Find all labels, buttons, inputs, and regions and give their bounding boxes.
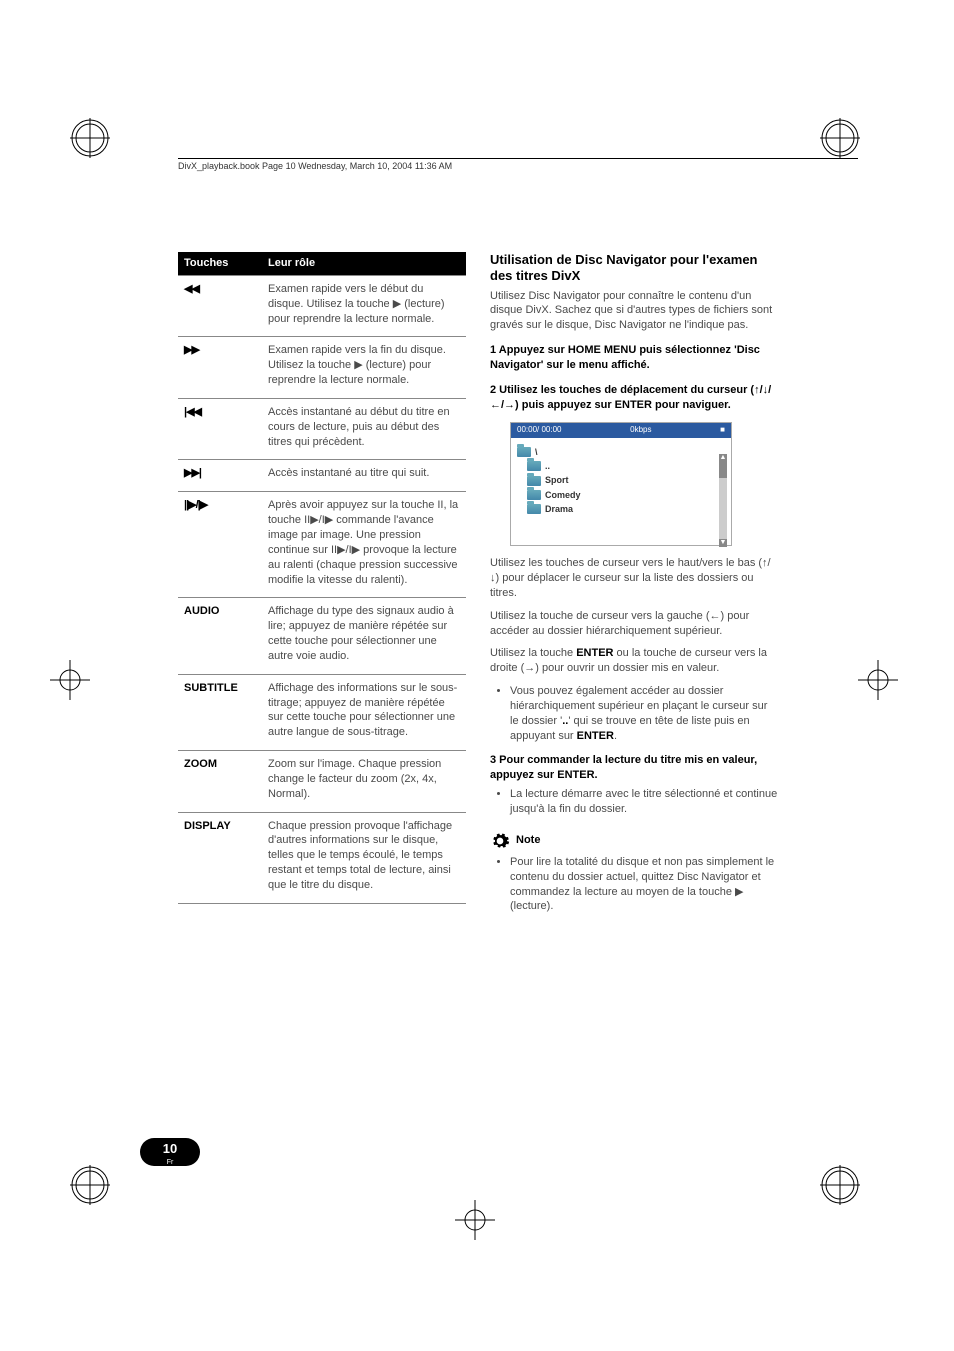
desc-step: Après avoir appuyez sur la touche II, la… (262, 492, 466, 598)
folder-icon (517, 447, 531, 457)
right-column: Utilisation de Disc Navigator pour l'exa… (490, 252, 778, 922)
step-2: 2 Utilisez les touches de déplacement du… (490, 383, 778, 413)
gear-icon (490, 831, 510, 851)
page-header: DivX_playback.book Page 10 Wednesday, Ma… (178, 158, 858, 171)
section-title: Utilisation de Disc Navigator pour l'exa… (490, 252, 778, 285)
key-subtitle: SUBTITLE (178, 674, 262, 750)
folder-comedy: Comedy (545, 489, 581, 501)
crop-mark-tr (820, 118, 860, 158)
th-role: Leur rôle (262, 252, 466, 275)
screenshot-stop-icon: ■ (720, 425, 725, 436)
folder-icon (527, 476, 541, 486)
crop-mark-bm (455, 1200, 495, 1240)
bullet-playback: La lecture démarre avec le titre sélecti… (510, 787, 778, 817)
table-row: ◀◀ Examen rapide vers le début du disque… (178, 275, 466, 337)
scroll-up-icon: ▲ (719, 454, 727, 462)
key-step: ||▶/|▶ (184, 499, 207, 511)
table-row: ▶▶| Accès instantané au titre qui suit. (178, 460, 466, 492)
bullet-list-2: La lecture démarre avec le titre sélecti… (490, 787, 778, 817)
th-touches: Touches (178, 252, 262, 275)
para-updown: Utilisez les touches de curseur vers le … (490, 556, 778, 601)
para-left: Utilisez la touche de curseur vers la ga… (490, 609, 778, 639)
desc-rewind: Examen rapide vers le début du disque. U… (262, 275, 466, 337)
crop-mark-br (820, 1165, 860, 1205)
page-number: 10 (163, 1141, 177, 1156)
page-lang: Fr (140, 1160, 200, 1166)
header-text: DivX_playback.book Page 10 Wednesday, Ma… (178, 161, 452, 171)
key-prev: |◀◀ (184, 406, 201, 418)
crop-mark-tl (70, 118, 110, 158)
desc-ffwd: Examen rapide vers la fin du disque. Uti… (262, 337, 466, 399)
key-audio: AUDIO (178, 598, 262, 674)
note-bullet: Pour lire la totalité du disque et non p… (510, 855, 778, 914)
scroll-thumb (719, 462, 727, 478)
screenshot-time: 00:00/ 00:00 (517, 425, 561, 436)
screenshot-body: \ .. Sport Comedy Drama (511, 438, 731, 545)
para-enter: Utilisez la touche ENTER ou la touche de… (490, 646, 778, 676)
crop-mark-bl (70, 1165, 110, 1205)
table-row: ZOOM Zoom sur l'image. Chaque pression c… (178, 751, 466, 813)
crop-mark-mr (858, 660, 898, 700)
folder-root: \ (535, 446, 538, 458)
note-label: Note (516, 833, 540, 848)
screenshot-kbps: 0kbps (630, 425, 651, 436)
desc-audio: Affichage du type des signaux audio à li… (262, 598, 466, 674)
folder-icon (527, 490, 541, 500)
step-3: 3 Pour commander la lecture du titre mis… (490, 753, 778, 783)
scrollbar: ▲ ▼ (719, 462, 727, 539)
table-row: DISPLAY Chaque pression provoque l'affic… (178, 812, 466, 903)
table-row: AUDIO Affichage du type des signaux audi… (178, 598, 466, 674)
folder-sport: Sport (545, 474, 569, 486)
table-row: |◀◀ Accès instantané au début du titre e… (178, 398, 466, 460)
crop-mark-ml (50, 660, 90, 700)
page-number-badge: 10 Fr (140, 1138, 200, 1166)
step-1: 1 Appuyez sur HOME MENU puis sélectionne… (490, 343, 778, 373)
desc-subtitle: Affichage des informations sur le sous-t… (262, 674, 466, 750)
desc-display: Chaque pression provoque l'affichage d'a… (262, 812, 466, 903)
controls-table: Touches Leur rôle ◀◀ Examen rapide vers … (178, 252, 466, 904)
folder-drama: Drama (545, 503, 573, 515)
bullet-list-1: Vous pouvez également accéder au dossier… (490, 684, 778, 743)
note-list: Pour lire la totalité du disque et non p… (490, 855, 778, 914)
bullet-parent-folder: Vous pouvez également accéder au dossier… (510, 684, 778, 743)
key-display: DISPLAY (178, 812, 262, 903)
table-row: ▶▶ Examen rapide vers la fin du disque. … (178, 337, 466, 399)
key-zoom: ZOOM (178, 751, 262, 813)
desc-zoom: Zoom sur l'image. Chaque pression change… (262, 751, 466, 813)
table-row: SUBTITLE Affichage des informations sur … (178, 674, 466, 750)
key-next: ▶▶| (184, 467, 201, 479)
desc-next: Accès instantané au titre qui suit. (262, 460, 466, 492)
navigator-screenshot: 00:00/ 00:00 0kbps ■ \ .. Sport (510, 422, 732, 546)
desc-prev: Accès instantané au début du titre en co… (262, 398, 466, 460)
left-column: Touches Leur rôle ◀◀ Examen rapide vers … (178, 252, 466, 922)
key-ffwd: ▶▶ (184, 344, 199, 356)
folder-up: .. (545, 460, 550, 472)
key-rewind: ◀◀ (184, 283, 199, 295)
folder-icon (527, 461, 541, 471)
table-row: ||▶/|▶ Après avoir appuyez sur la touche… (178, 492, 466, 598)
note-header: Note (490, 831, 778, 851)
folder-icon (527, 504, 541, 514)
scroll-down-icon: ▼ (719, 539, 727, 547)
screenshot-titlebar: 00:00/ 00:00 0kbps ■ (511, 423, 731, 438)
intro-text: Utilisez Disc Navigator pour connaître l… (490, 289, 778, 334)
